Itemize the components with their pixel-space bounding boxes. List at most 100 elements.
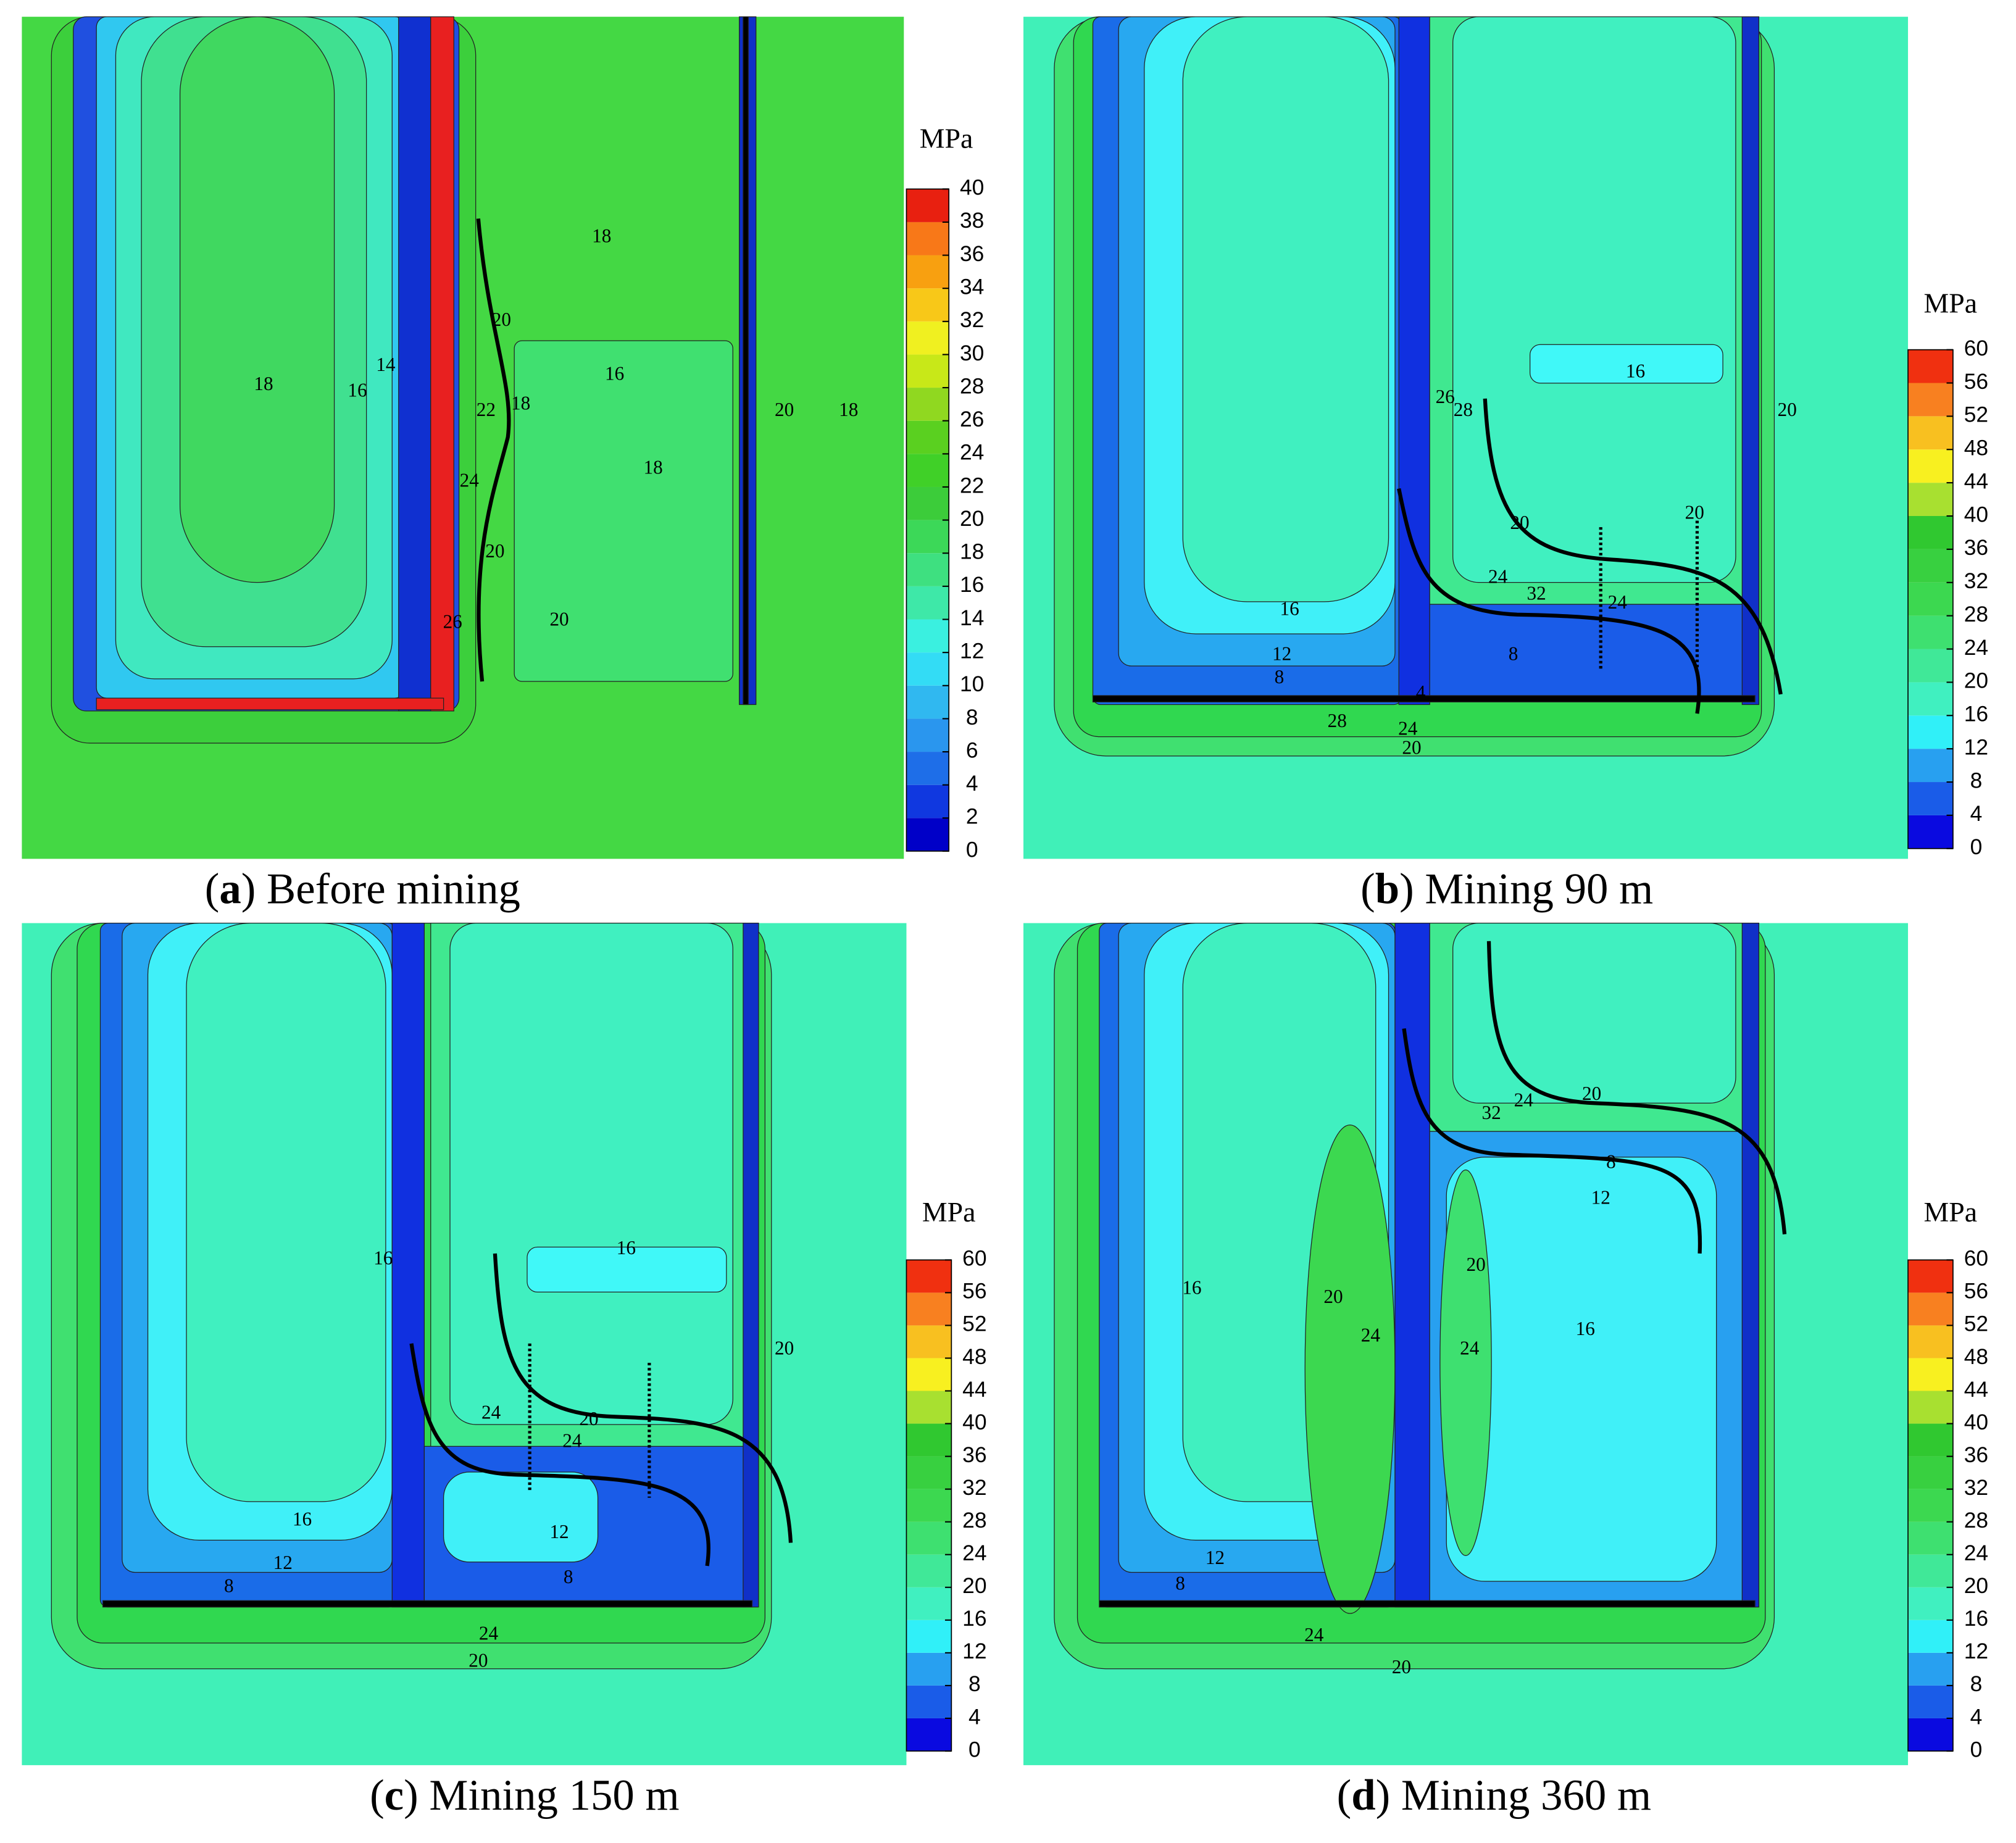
contour-label: 16	[293, 1508, 312, 1529]
colorbar-band	[906, 685, 949, 719]
colorbar-tick-label: 32	[1964, 1475, 1988, 1500]
colorbar-band	[906, 1587, 952, 1620]
contour-label: 28	[1454, 399, 1473, 420]
colorbar-tick-label: 40	[1964, 1410, 1988, 1434]
colorbar-tick-label: 36	[1964, 535, 1988, 560]
contour-label: 16	[1626, 360, 1645, 381]
contour-label: 20	[1778, 399, 1797, 420]
colorbar-band	[1908, 749, 1953, 783]
colorbar-tick-label: 16	[960, 572, 984, 597]
colorbar-tick-label: 2	[966, 804, 978, 829]
colorbar-band	[1908, 383, 1953, 417]
contour-label: 18	[839, 399, 858, 420]
contour-label: 20	[775, 399, 794, 420]
colorbar-band	[906, 354, 949, 388]
colorbar-tick-label: 0	[968, 1737, 981, 1762]
contour-label: 24	[1460, 1337, 1480, 1358]
colorbar-band	[906, 1260, 952, 1293]
contour-label: 28	[1328, 710, 1347, 731]
colorbar-tick-label: 44	[1964, 468, 1988, 493]
contour-label: 20	[549, 608, 569, 630]
colorbar-tick-label: 20	[1964, 1573, 1988, 1598]
contour-label: 22	[477, 399, 496, 420]
colorbar-band	[1908, 1325, 1953, 1358]
panel: 24 20328121620202424161282420048121620242…	[1023, 922, 1988, 1820]
colorbar-band	[1908, 1685, 1953, 1718]
colorbar-tick-label: 34	[960, 275, 984, 299]
colorbar-tick-label: 24	[960, 440, 984, 465]
colorbar-tick-label: 0	[1970, 834, 1983, 859]
colorbar-tick-label: 48	[1964, 1344, 1988, 1369]
stress-region	[1429, 604, 1749, 701]
colorbar-band	[1908, 1489, 1953, 1522]
colorbar-band	[1908, 1456, 1953, 1489]
colorbar-tick-label: 48	[1964, 436, 1988, 460]
contour-label: 8	[1606, 1150, 1616, 1172]
contour-label: 20	[1582, 1083, 1601, 1104]
colorbar-band	[906, 652, 949, 686]
colorbar-band	[1908, 649, 1953, 683]
colorbar-tick-label: 32	[1964, 568, 1988, 593]
stress-region	[1741, 16, 1760, 705]
contour-label: 20	[492, 309, 511, 330]
stress-region	[179, 16, 335, 583]
colorbar-tick-label: 38	[960, 208, 984, 233]
colorbar-band	[1908, 1587, 1953, 1620]
contour-label: 20	[469, 1649, 488, 1671]
contour-label: 12	[549, 1521, 569, 1542]
contour-label: 24	[1304, 1624, 1324, 1645]
colorbar-tick-label: 30	[960, 341, 984, 365]
contour-label: 16	[1280, 598, 1299, 620]
contour-label: 24	[1398, 717, 1418, 739]
colorbar-band	[906, 818, 949, 851]
colorbar-band	[906, 784, 949, 818]
caption-part: d	[1351, 1771, 1375, 1820]
contour-label: 24	[460, 469, 480, 491]
contour-label: 12	[273, 1552, 293, 1573]
caption-part: ) Before mining	[241, 865, 520, 913]
contour-label: 24	[562, 1429, 582, 1451]
contour-label: 20	[1467, 1254, 1486, 1275]
contour-label: 24	[1361, 1324, 1381, 1346]
stress-boundary-curve	[1397, 488, 1701, 714]
colorbar-band	[906, 1685, 952, 1718]
colorbar-tick-label: 0	[1970, 1737, 1983, 1762]
colorbar-band	[1908, 449, 1953, 483]
panel-caption: (d) Mining 360 m	[1337, 1771, 1651, 1820]
colorbar-band	[906, 1718, 952, 1751]
stress-region	[449, 922, 733, 1425]
colorbar-tick-label: 12	[1964, 1639, 1988, 1663]
colorbar-tick-label: 4	[968, 1704, 981, 1729]
contour-label: 18	[254, 373, 273, 394]
colorbar-band	[1908, 1718, 1953, 1751]
colorbar-band	[1908, 1620, 1953, 1653]
contour-label: 24	[1514, 1089, 1534, 1110]
colorbar-tick-label: 36	[960, 241, 984, 266]
stress-boundary-curve	[476, 218, 511, 682]
stress-region	[1304, 1124, 1396, 1614]
colorbar-band	[1908, 682, 1953, 716]
colorbar-band	[906, 486, 949, 520]
colorbar-band	[906, 255, 949, 289]
contour-label: 20	[1510, 512, 1529, 533]
contour-label: 32	[1482, 1102, 1501, 1123]
stress-region	[1092, 695, 1756, 702]
colorbar-band	[1908, 815, 1953, 849]
stress-boundary-curve	[409, 1343, 710, 1566]
stress-region	[1741, 922, 1760, 1608]
colorbar-tick-label: 52	[962, 1312, 986, 1336]
stress-region	[430, 16, 454, 712]
colorbar-band	[906, 718, 949, 752]
stress-region	[1439, 1169, 1492, 1557]
colorbar-band	[906, 752, 949, 785]
caption-part: ) Mining 90 m	[1399, 865, 1653, 913]
colorbar-tick-label: 22	[960, 473, 984, 497]
colorbar-tick-label: 28	[1964, 1508, 1988, 1533]
colorbar-tick-label: 4	[1970, 801, 1983, 826]
colorbar-band	[1908, 483, 1953, 517]
colorbar-tick-label: 60	[1964, 336, 1988, 360]
colorbar-tick-label: 48	[962, 1344, 986, 1369]
contour-label: 20	[579, 1408, 598, 1429]
colorbar-band	[906, 1652, 952, 1686]
contour-label: 16	[1576, 1318, 1595, 1339]
